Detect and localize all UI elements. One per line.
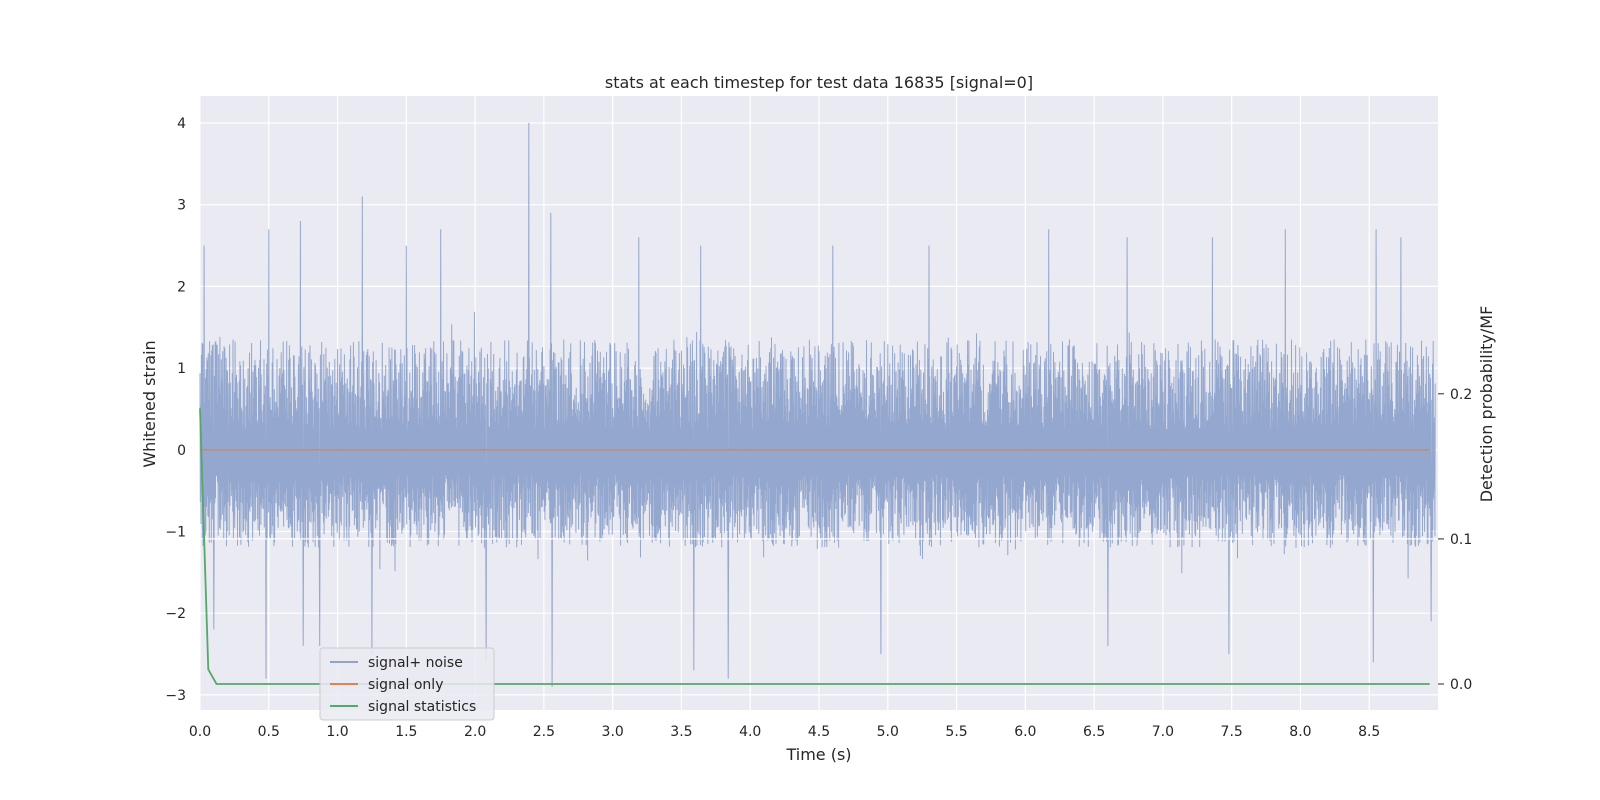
y-tick-label: −3 (165, 688, 186, 704)
x-tick-label: 5.0 (877, 724, 899, 740)
x-tick-label: 4.0 (739, 724, 761, 740)
x-tick-label: 8.5 (1358, 724, 1380, 740)
x-tick-label: 5.5 (945, 724, 967, 740)
legend: signal+ noise signal only signal statist… (319, 647, 495, 721)
y2-tick-label: 0.1 (1450, 532, 1472, 548)
y2-tick-label: 0.0 (1450, 677, 1472, 693)
y2-tick-label: 0.2 (1450, 387, 1472, 403)
x-tick-label: 2.0 (464, 724, 486, 740)
legend-label-signal-statistics: signal statistics (368, 699, 476, 715)
x-tick-label: 0.0 (189, 724, 211, 740)
y-axis-label: Whitened strain (140, 340, 159, 467)
x-tick-label: 3.5 (670, 724, 692, 740)
series-signal-plus-noise (199, 122, 1436, 687)
chart-title: stats at each timestep for test data 168… (605, 73, 1033, 92)
tick-labels: 0.0 0.5 1.0 1.5 2.0 2.5 3.0 3.5 4.0 4.5 5.0 5.5 6.0 6… (165, 116, 1472, 740)
x-tick-label: 3.0 (602, 724, 624, 740)
x-tick-label: 8.0 (1289, 724, 1311, 740)
x-axis-label: Time (s) (785, 745, 851, 764)
x-tick-label: 1.5 (395, 724, 417, 740)
y-tick-label: −1 (165, 525, 186, 541)
x-tick-label: 1.0 (326, 724, 348, 740)
x-tick-label: 7.0 (1152, 724, 1174, 740)
legend-label-signal-plus-noise: signal+ noise (368, 655, 463, 671)
x-tick-label: 6.0 (1014, 724, 1036, 740)
y-tick-label: 2 (177, 279, 186, 295)
y-tick-label: −2 (165, 606, 186, 622)
legend-label-signal-only: signal only (368, 677, 443, 693)
series-lines (199, 408, 1438, 685)
y-tick-label: 3 (177, 198, 186, 214)
x-tick-label: 0.5 (258, 724, 280, 740)
x-tick-label: 6.5 (1083, 724, 1105, 740)
y-tick-label: 4 (177, 116, 186, 132)
x-tick-label: 4.5 (808, 724, 830, 740)
y-tick-label: 1 (177, 361, 186, 377)
x-tick-label: 7.5 (1221, 724, 1243, 740)
legend-box (319, 647, 495, 721)
y2-axis-label: Detection probability/MF (1477, 306, 1496, 503)
series-line-signal-plus-noise (199, 122, 1436, 687)
y-tick-label: 0 (177, 443, 186, 459)
series-line-signal-statistics (199, 408, 1430, 685)
x-tick-label: 2.5 (533, 724, 555, 740)
